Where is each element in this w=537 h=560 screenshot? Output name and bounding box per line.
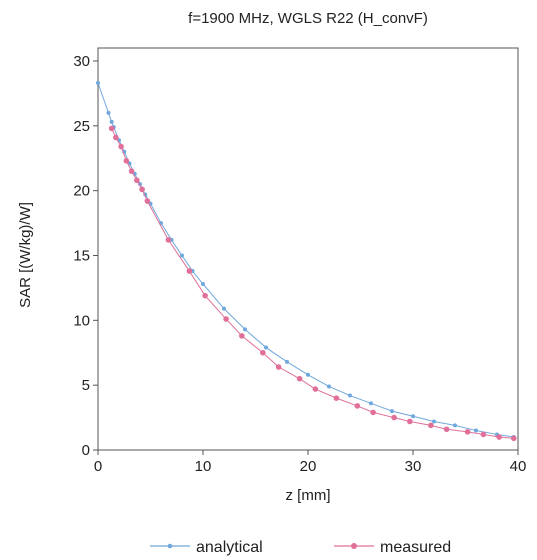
point-measured xyxy=(296,375,303,382)
y-tick-label: 0 xyxy=(82,442,90,459)
x-tick-label: 10 xyxy=(195,458,212,475)
series-layer xyxy=(96,81,517,442)
legend-item-measured: measured xyxy=(334,539,451,556)
point-measured xyxy=(128,168,135,174)
point-measured xyxy=(239,333,245,339)
point-measured xyxy=(428,422,434,429)
point-measured xyxy=(275,364,282,370)
point-measured xyxy=(333,395,340,401)
point-measured xyxy=(134,177,140,184)
legend-label-analytical: analytical xyxy=(196,539,263,556)
series-line-analytical xyxy=(97,82,514,438)
point-measured xyxy=(139,186,145,193)
point-measured xyxy=(223,316,229,322)
point-measured xyxy=(144,198,151,204)
point-analytical xyxy=(474,428,478,433)
point-measured xyxy=(464,429,471,435)
point-measured xyxy=(391,414,397,421)
point-analytical xyxy=(201,282,205,287)
point-measured xyxy=(202,292,208,299)
series-measured xyxy=(108,125,517,442)
point-analytical xyxy=(390,409,394,414)
legend-item-analytical: analytical xyxy=(150,539,263,556)
point-analytical xyxy=(106,110,111,115)
point-measured xyxy=(118,143,124,150)
legend-marker-analytical xyxy=(167,543,173,549)
x-tick-label: 40 xyxy=(510,458,527,475)
point-analytical xyxy=(369,401,373,406)
x-tick-label: 20 xyxy=(300,458,317,475)
point-measured xyxy=(186,268,193,274)
point-measured xyxy=(108,125,115,132)
point-analytical xyxy=(327,384,331,389)
point-measured xyxy=(480,431,487,438)
point-measured xyxy=(354,403,361,409)
point-analytical xyxy=(306,372,310,377)
y-tick-label: 5 xyxy=(82,377,90,394)
chart-title: f=1900 MHz, WGLS R22 (H_convF) xyxy=(188,10,428,27)
legend: analytical measured xyxy=(150,539,451,556)
point-measured xyxy=(123,158,130,164)
legend-label-measured: measured xyxy=(380,539,451,556)
point-analytical xyxy=(411,414,415,419)
y-tick-label: 15 xyxy=(73,247,90,264)
point-analytical xyxy=(222,306,226,311)
point-measured xyxy=(260,349,266,356)
series-analytical xyxy=(96,81,516,440)
point-analytical xyxy=(109,119,114,124)
point-measured xyxy=(312,386,319,392)
y-tick-label: 20 xyxy=(73,183,90,200)
point-analytical xyxy=(96,81,100,86)
point-analytical xyxy=(180,253,184,258)
series-line-measured xyxy=(111,128,514,439)
point-measured xyxy=(511,435,517,442)
point-measured xyxy=(407,418,413,425)
y-tick-label: 25 xyxy=(73,118,90,135)
legend-marker-measured xyxy=(351,543,357,549)
y-tick-label: 10 xyxy=(73,312,90,329)
y-tick-label: 30 xyxy=(73,53,90,70)
x-axis: 0 10 20 30 40 xyxy=(94,450,527,475)
x-tick-label: 0 xyxy=(94,458,102,475)
point-analytical xyxy=(432,419,436,424)
x-tick-label: 30 xyxy=(405,458,422,475)
point-analytical xyxy=(348,393,352,398)
y-axis-label: SAR [(W/kg)/W] xyxy=(17,202,34,308)
x-axis-label: z [mm] xyxy=(286,487,331,504)
point-analytical xyxy=(264,345,268,350)
point-measured xyxy=(165,237,172,243)
y-axis: 0 5 10 15 20 25 30 xyxy=(73,53,98,459)
point-analytical xyxy=(243,327,247,332)
point-measured xyxy=(496,434,502,440)
point-measured xyxy=(443,426,450,433)
point-measured xyxy=(113,134,119,141)
point-analytical xyxy=(453,423,457,428)
point-measured xyxy=(370,409,376,416)
point-analytical xyxy=(285,359,289,364)
plot-frame xyxy=(97,47,519,451)
